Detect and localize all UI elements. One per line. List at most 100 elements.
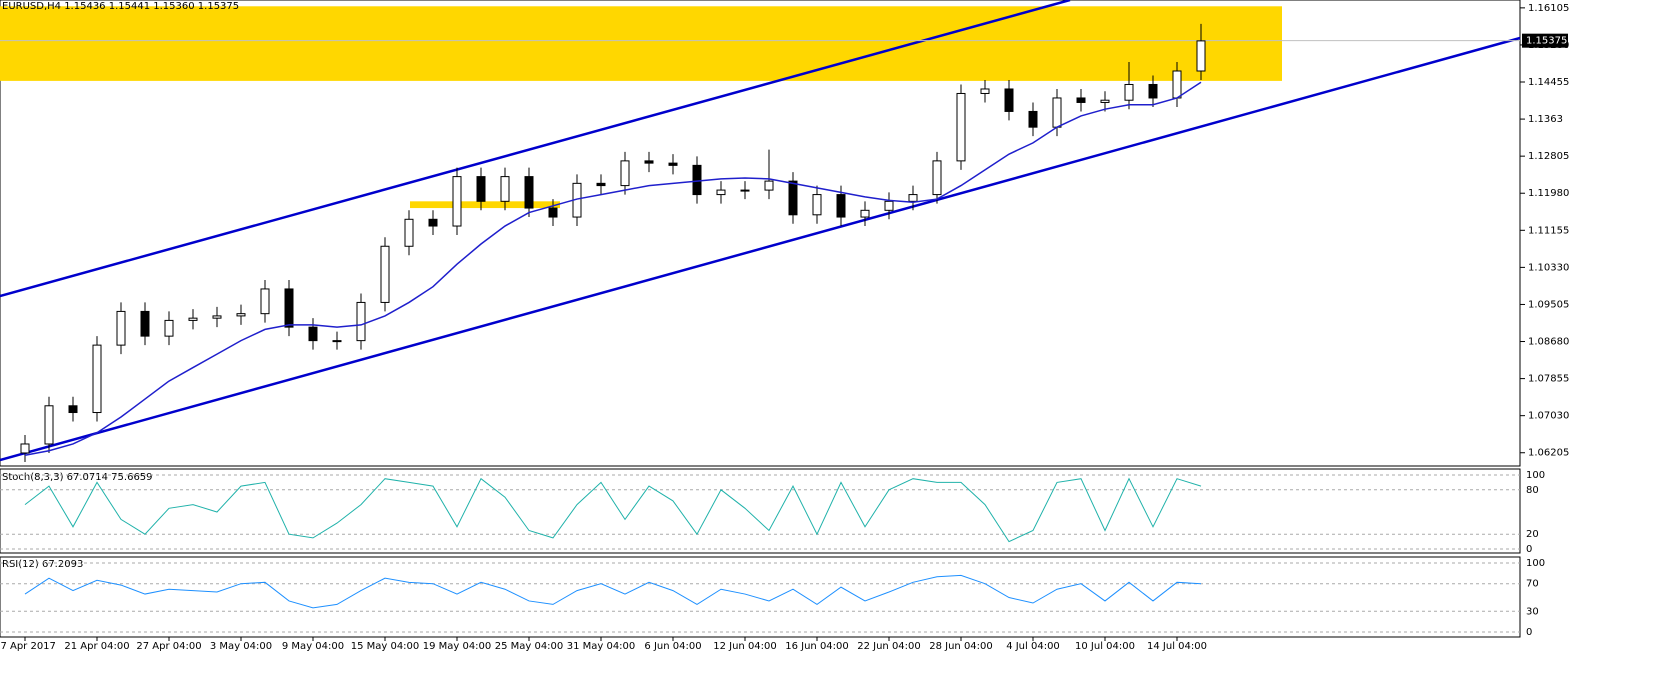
candle-body — [548, 207, 558, 218]
y-tick-label: 1.06205 — [1528, 448, 1569, 459]
zone — [0, 6, 1282, 81]
x-tick-label: 31 May 04:00 — [567, 641, 636, 652]
candle-body — [812, 194, 822, 216]
candle-body — [68, 405, 78, 414]
candle-body — [1172, 70, 1182, 99]
x-tick-label: 17 Apr 2017 — [0, 641, 56, 652]
stoch-label: Stoch(8,3,3) 67.0714 75.6659 — [2, 472, 153, 483]
last-price-label: 1.15375 — [1526, 36, 1567, 47]
y-tick-label: 1.11980 — [1528, 188, 1569, 199]
candle-body — [452, 176, 462, 227]
indicator-tick-label: 80 — [1526, 485, 1539, 496]
candle-body — [212, 315, 222, 319]
x-tick-label: 28 Jun 04:00 — [929, 641, 993, 652]
candle-body — [1124, 83, 1134, 101]
candle-body — [1196, 40, 1206, 72]
candle-body — [380, 245, 390, 303]
y-tick-label: 1.10330 — [1528, 262, 1569, 273]
y-tick-label: 1.14455 — [1528, 77, 1569, 88]
x-tick-label: 16 Jun 04:00 — [785, 641, 849, 652]
candle-body — [1100, 99, 1110, 103]
indicator-tick-label: 70 — [1526, 579, 1539, 590]
candle-body — [308, 326, 318, 342]
indicator-tick-label: 30 — [1526, 606, 1539, 617]
candle-body — [524, 176, 534, 209]
y-tick-label: 1.08680 — [1528, 337, 1569, 348]
indicator-tick-label: 100 — [1526, 470, 1545, 481]
candle-body — [1052, 97, 1062, 128]
y-tick-label: 1.09505 — [1528, 299, 1569, 310]
indicator-tick-label: 0 — [1526, 544, 1532, 555]
y-tick-label: 1.16105 — [1528, 3, 1569, 14]
candle-body — [596, 182, 606, 187]
stoch-panel — [0, 468, 1521, 554]
candle-body — [980, 88, 990, 94]
candle-body — [1004, 88, 1014, 112]
candle-body — [764, 180, 774, 191]
x-tick-label: 6 Jun 04:00 — [644, 641, 701, 652]
candle-body — [44, 405, 54, 445]
candle-body — [740, 189, 750, 192]
x-tick-label: 21 Apr 04:00 — [64, 641, 129, 652]
candle-body — [428, 218, 438, 227]
candle-body — [644, 160, 654, 164]
candle-body — [1028, 110, 1038, 128]
x-tick-label: 10 Jul 04:00 — [1075, 641, 1135, 652]
moving-average — [24, 81, 1202, 456]
zone — [410, 201, 560, 209]
candle-body — [668, 162, 678, 166]
x-tick-label: 19 May 04:00 — [423, 641, 492, 652]
channel-line — [0, 0, 1071, 298]
candle-body — [140, 310, 150, 337]
candle-body — [92, 344, 102, 414]
x-tick-label: 27 Apr 04:00 — [136, 641, 201, 652]
rsi-label: RSI(12) 67.2093 — [2, 559, 83, 570]
candle-body — [884, 200, 894, 211]
x-tick-label: 22 Jun 04:00 — [857, 641, 921, 652]
indicator-tick-label: 100 — [1526, 558, 1545, 569]
x-tick-label: 15 May 04:00 — [351, 641, 420, 652]
candle-body — [356, 301, 366, 342]
y-tick-label: 1.11155 — [1528, 225, 1569, 236]
channel-line — [0, 36, 1521, 462]
y-tick-label: 1.1363 — [1528, 114, 1563, 125]
candle-body — [332, 340, 342, 343]
x-tick-label: 25 May 04:00 — [495, 641, 564, 652]
candle-body — [956, 92, 966, 162]
chart-title: EURUSD,H4 1.15436 1.15441 1.15360 1.1537… — [2, 1, 239, 12]
candle-body — [164, 319, 174, 337]
last-price-box — [1522, 33, 1568, 48]
candle-body — [620, 160, 630, 187]
candle-body — [188, 317, 198, 321]
candle-body — [476, 176, 486, 202]
x-tick-label: 9 May 04:00 — [282, 641, 344, 652]
rsi-line — [24, 574, 1202, 609]
candle-body — [260, 288, 270, 315]
indicator-tick-label: 20 — [1526, 529, 1539, 540]
candle-body — [236, 313, 246, 317]
candle-body — [500, 176, 510, 202]
x-tick-label: 4 Jul 04:00 — [1006, 641, 1060, 652]
candle-body — [836, 194, 846, 218]
rsi-panel — [0, 556, 1521, 638]
indicator-tick-label: 0 — [1526, 627, 1532, 638]
candle-body — [404, 218, 414, 247]
candle-body — [1148, 83, 1158, 99]
candle-body — [284, 288, 294, 328]
candle-body — [860, 209, 870, 218]
candle-body — [788, 180, 798, 216]
candle-body — [692, 164, 702, 196]
y-tick-label: 1.12805 — [1528, 151, 1569, 162]
candle-body — [1076, 97, 1086, 103]
y-tick-label: 1.07855 — [1528, 374, 1569, 385]
candle-body — [932, 160, 942, 196]
candle-body — [116, 310, 126, 346]
stoch-line — [24, 477, 1202, 543]
candle-body — [908, 194, 918, 202]
x-tick-label: 14 Jul 04:00 — [1147, 641, 1207, 652]
y-tick-label: 1.07030 — [1528, 411, 1569, 422]
candle-body — [716, 189, 726, 196]
x-tick-label: 3 May 04:00 — [210, 641, 272, 652]
